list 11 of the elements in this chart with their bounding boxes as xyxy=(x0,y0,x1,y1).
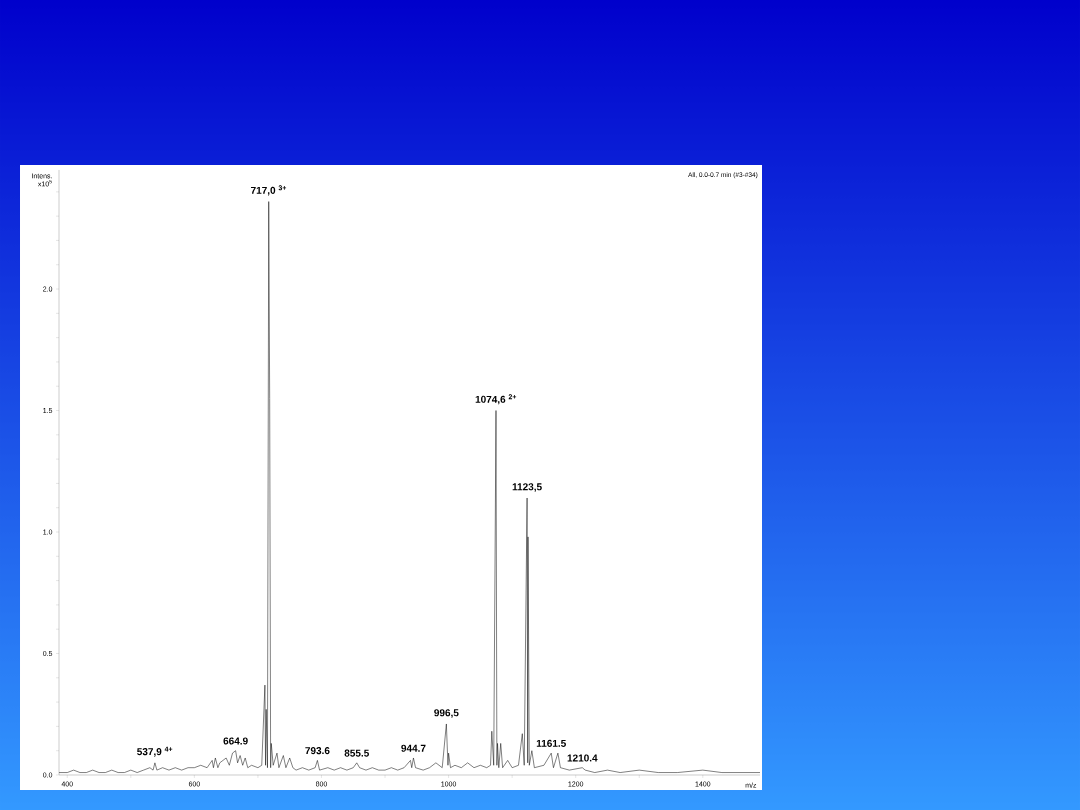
annotation: 1123,5 xyxy=(512,483,542,492)
annotation: 855.5 xyxy=(344,749,369,757)
annotation: 1161.5 xyxy=(536,739,566,747)
annotation: 944.7 xyxy=(401,744,426,752)
annotation: 717,0 $^{3+}$ xyxy=(251,185,287,196)
annotation: 996,5 xyxy=(434,709,459,718)
annotation: 664.9 xyxy=(223,737,248,745)
annotation: 537,9 $^{4+}$ xyxy=(137,746,173,757)
annotation: 1074,6 $^{2+}$ xyxy=(475,394,517,405)
annotation: 793.6 xyxy=(305,747,330,755)
annotation: 1210.4 xyxy=(567,754,598,762)
